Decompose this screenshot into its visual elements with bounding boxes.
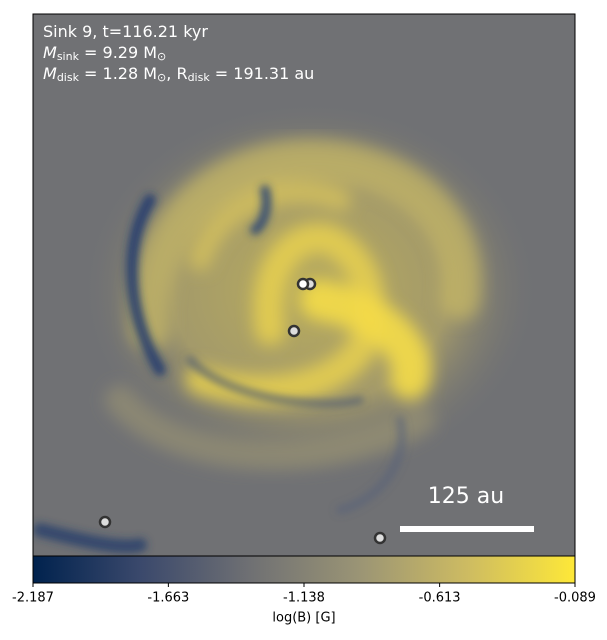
annotation-text: = 9.29 M (79, 43, 157, 62)
annotation-text: M (43, 64, 57, 83)
sinks (98, 277, 387, 545)
colorbar-tick-label: -2.187 (12, 591, 54, 606)
scale-bar-label: 125 au (428, 484, 504, 509)
annotation-text: , R (166, 64, 187, 83)
sink (287, 324, 301, 338)
annotation-subscript: disk (188, 71, 211, 84)
annotation-subscript: ⊙ (157, 71, 166, 84)
annotation-text: Sink 9, t=116.21 kyr (43, 22, 208, 41)
annotation: Mdisk​ = 1.28 M⊙​, Rdisk​ = 191.31 au (43, 64, 314, 85)
colorbar-label: log(B) [G] (272, 611, 335, 626)
annotation-subscript: disk (57, 71, 80, 84)
annotation-subscript: sink (57, 50, 80, 63)
annotation: Sink 9, t=116.21 kyr (43, 22, 208, 41)
annotation: Msink​ = 9.29 M⊙​ (43, 43, 166, 64)
colorbar-tick-label: -0.089 (554, 591, 596, 606)
colorbar-tick-label: -1.663 (147, 591, 189, 606)
colorbar-tick-label: -0.613 (419, 591, 461, 606)
sink (373, 531, 387, 545)
annotation-text: M (43, 43, 57, 62)
colorbar (32, 555, 576, 584)
sink (296, 277, 310, 291)
sink (98, 515, 112, 529)
annotation-subscript: ⊙ (157, 50, 166, 63)
colorbar-tick-label: -1.138 (283, 591, 325, 606)
annotation-text: = 1.28 M (79, 64, 157, 83)
annotation-text: = 191.31 au (210, 64, 315, 83)
